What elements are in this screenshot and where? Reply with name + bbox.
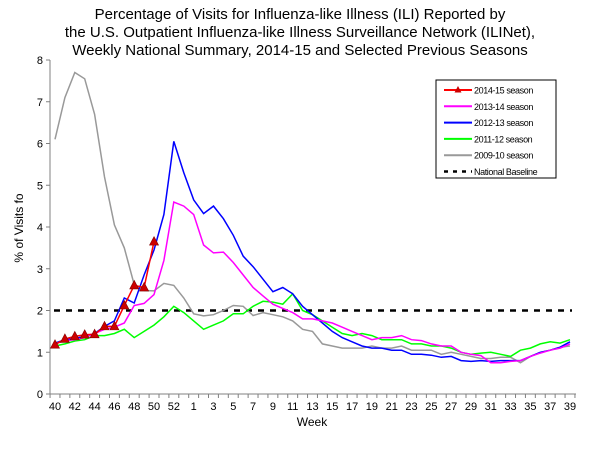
data-point-marker <box>129 279 140 290</box>
x-tick-label: 21 <box>386 401 398 413</box>
y-tick-label: 1 <box>37 347 43 359</box>
y-axis-label: % of Visits fo <box>12 193 26 262</box>
x-tick-label: 37 <box>544 401 556 413</box>
x-tick-label: 1 <box>191 401 197 413</box>
x-tick-label: 11 <box>287 401 298 413</box>
x-tick-label: 27 <box>445 401 457 413</box>
chart-title-line-2: the U.S. Outpatient Influenza-like Illne… <box>64 24 536 41</box>
y-tick-label: 6 <box>37 139 43 151</box>
x-axis-label: Week <box>297 415 328 429</box>
data-point-marker <box>149 235 160 246</box>
y-tick-label: 7 <box>37 97 43 109</box>
legend-entry-label: National Baseline <box>474 167 538 177</box>
y-tick-label: 3 <box>37 264 43 276</box>
x-tick-label: 31 <box>485 401 497 413</box>
x-tick-label: 50 <box>148 401 160 413</box>
legend-entry-label: 2012-13 season <box>474 118 533 128</box>
series-line-2012-13-season <box>54 141 571 363</box>
x-tick-label: 44 <box>88 401 100 413</box>
y-tick-label: 2 <box>37 306 43 318</box>
data-point-marker <box>50 339 60 349</box>
data-point-marker <box>99 320 110 331</box>
x-tick-label: 19 <box>366 401 378 413</box>
legend-entry-label: 2009-10 season <box>474 151 533 161</box>
legend-marker <box>454 86 462 93</box>
x-tick-label: 40 <box>49 401 61 413</box>
chart-title-line-1: Percentage of Visits for Influenza-like … <box>94 6 506 23</box>
x-tick-label: 42 <box>69 401 81 413</box>
legend-entry-label: 2011-12 season <box>474 134 533 144</box>
x-tick-label: 46 <box>108 401 120 413</box>
data-point-marker <box>79 329 90 339</box>
x-tick-label: 25 <box>425 401 437 413</box>
x-tick-label: 33 <box>504 401 516 413</box>
x-tick-label: 3 <box>210 401 216 413</box>
data-point-marker <box>89 328 100 339</box>
x-tick-label: 5 <box>230 401 236 413</box>
legend: 2014-15 season 2013-14 season 2012-13 seas… <box>435 79 557 179</box>
series-line-2013-14-season <box>54 200 571 364</box>
x-tick-label: 15 <box>326 401 338 413</box>
legend-box <box>435 79 557 179</box>
y-tick-label: 0 <box>37 389 43 401</box>
data-point-marker <box>139 281 150 292</box>
x-tick-label: 52 <box>168 401 180 413</box>
data-point-marker <box>119 299 130 310</box>
series-line-2011-12-season <box>54 292 571 358</box>
y-tick-label: 5 <box>37 180 43 192</box>
x-tick-label: 35 <box>524 401 536 413</box>
data-point-marker <box>59 333 70 343</box>
y-tick-label: 8 <box>37 55 43 67</box>
series-lines <box>50 71 572 364</box>
x-tick-label: 29 <box>465 401 477 413</box>
x-tick-label: 7 <box>250 401 256 413</box>
data-point-marker <box>109 320 120 331</box>
x-tick-label: 39 <box>564 401 576 413</box>
data-point-marker <box>69 330 80 341</box>
y-tick-label: 4 <box>37 222 43 234</box>
chart-title-line-3: Weekly National Summary, 2014-15 and Sel… <box>72 42 528 59</box>
legend-entry-label: 2014-15 season <box>474 86 533 96</box>
x-tick-label: 17 <box>346 401 358 413</box>
x-tick-label: 23 <box>405 401 417 413</box>
chart-title: Percentage of Visits for Influenza-like … <box>0 6 600 60</box>
x-tick-label: 13 <box>306 401 318 413</box>
legend-entry-label: 2013-14 season <box>474 102 533 112</box>
x-tick-label: 48 <box>128 401 140 413</box>
x-tick-label: 9 <box>270 401 276 413</box>
